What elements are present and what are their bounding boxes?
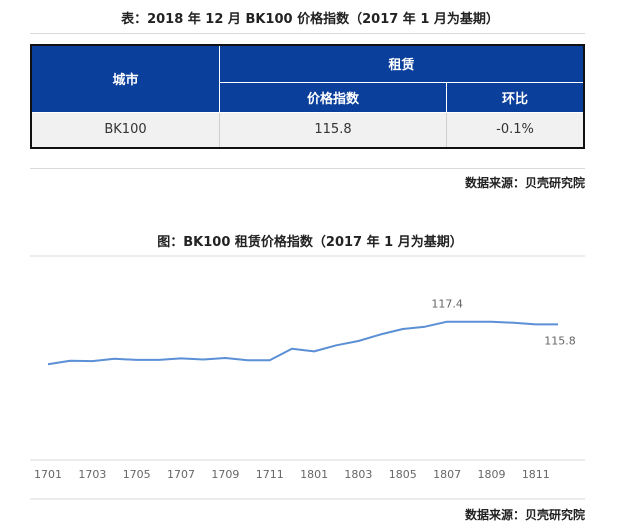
x-tick-label: 1705 xyxy=(123,468,151,481)
x-tick-label: 1711 xyxy=(256,468,284,481)
x-tick-label: 1701 xyxy=(34,468,62,481)
divider xyxy=(30,168,585,169)
chart-data-source: 数据来源：贝壳研究院 xyxy=(464,508,585,522)
divider xyxy=(30,33,585,34)
cell-mom-change: -0.1% xyxy=(446,111,585,149)
x-tick-label: 1811 xyxy=(522,468,550,481)
data-source: 数据来源：贝壳研究院 xyxy=(464,176,585,190)
x-tick-label: 1709 xyxy=(211,468,239,481)
header-city: 城市 xyxy=(30,44,220,113)
x-tick-label: 1807 xyxy=(433,468,461,481)
x-tick-label: 1801 xyxy=(300,468,328,481)
header-price-index: 价格指数 xyxy=(219,81,447,113)
cell-price-index: 115.8 xyxy=(219,111,447,149)
cell-city: BK100 xyxy=(30,111,220,149)
header-mom-change: 环比 xyxy=(446,81,585,113)
x-tick-label: 1703 xyxy=(78,468,106,481)
table-title: 表：2018 年 12 月 BK100 价格指数（2017 年 1 月为基期） xyxy=(121,12,499,27)
data-label: 117.4 xyxy=(431,298,463,311)
table-row: BK100 115.8 -0.1% xyxy=(30,111,585,149)
price-index-table: 城市 租赁 价格指数 环比 BK100 115.8 -0.1% xyxy=(30,44,585,149)
header-rental: 租赁 xyxy=(219,44,585,83)
x-tick-label: 1805 xyxy=(389,468,417,481)
x-tick-label: 1809 xyxy=(477,468,505,481)
x-tick-label: 1803 xyxy=(344,468,372,481)
chart-title: 图：BK100 租赁价格指数（2017 年 1 月为基期） xyxy=(157,235,463,250)
data-label: 115.8 xyxy=(544,334,576,347)
x-tick-label: 1707 xyxy=(167,468,195,481)
series-line xyxy=(47,320,558,366)
